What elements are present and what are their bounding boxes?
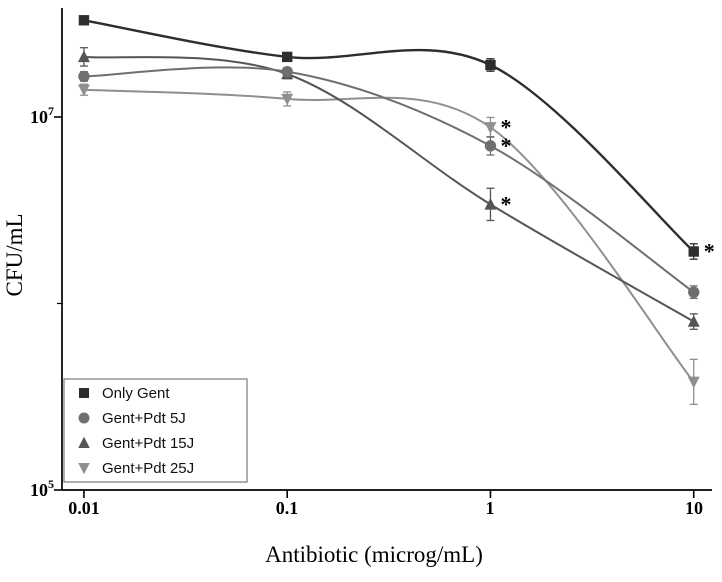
data-point-only-gent (688, 246, 699, 257)
data-point-gent-pdt-25j (484, 122, 497, 134)
x-tick-label-0-01: 0.01 (68, 498, 100, 518)
series-only-gent (78, 15, 699, 260)
series-gent-pdt-5j (78, 65, 700, 300)
data-point-gent-pdt-25j (77, 84, 90, 97)
series-gent-pdt-15j (77, 47, 700, 330)
data-point-gent-pdt-5j (78, 70, 90, 83)
data-point-gent-pdt-5j (281, 65, 293, 78)
data-point-only-gent (485, 59, 496, 71)
legend-marker (78, 436, 90, 448)
y-tick-label-1e5: 105 (30, 477, 54, 500)
x-tick-label-1: 1 (486, 498, 495, 518)
legend-label: Gent+Pdt 5J (102, 410, 186, 427)
data-point-gent-pdt-15j (77, 50, 90, 63)
y-tick-label-1e7: 107 (30, 104, 54, 127)
series-line (83, 88, 695, 383)
series-line (83, 55, 695, 323)
significance-marker: * (500, 114, 511, 139)
data-point-only-gent (281, 51, 293, 63)
legend-marker (79, 388, 89, 398)
y-axis-label: CFU/mL (2, 213, 27, 296)
data-point-gent-pdt-5j (484, 140, 497, 152)
legend-marker (78, 463, 90, 475)
significance-marker: * (500, 133, 511, 158)
x-tick-label-0-1: 0.1 (276, 498, 299, 518)
data-point-gent-pdt-5j (688, 286, 700, 298)
legend-box (63, 378, 248, 483)
data-point-gent-pdt-15j (484, 197, 497, 210)
significance-marker: * (500, 191, 511, 216)
x-axis-label: Antibiotic (microg/mL) (265, 542, 483, 567)
series-line (83, 66, 695, 293)
legend-label: Gent+Pdt 25J (102, 460, 194, 477)
series-line (83, 19, 695, 253)
data-point-gent-pdt-25j (687, 376, 700, 389)
legend-label: Gent+Pdt 15J (102, 435, 194, 452)
legend: Only Gent Gent+Pdt 5J Gent+Pdt 15J Gent+Pdt… (63, 378, 248, 483)
legend-label: Only Gent (102, 385, 170, 402)
significance-marker: * (704, 239, 715, 264)
series-gent-pdt-25j (77, 83, 700, 406)
data-point-gent-pdt-15j (687, 315, 700, 327)
data-point-only-gent (78, 15, 90, 26)
data-point-gent-pdt-25j (281, 93, 294, 106)
x-tick-label-10: 10 (685, 498, 703, 518)
legend-marker (78, 412, 90, 424)
